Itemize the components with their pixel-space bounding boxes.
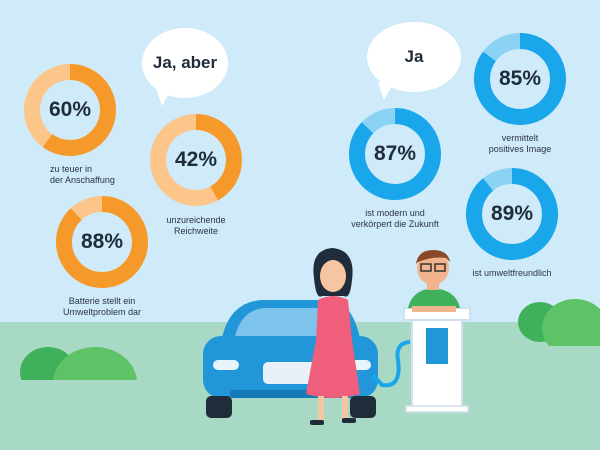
donut-chart: 85% — [472, 31, 568, 127]
speech-bubble-right: Ja — [367, 22, 461, 92]
station-base — [405, 405, 469, 413]
donut-caption: unzureichende Reichweite — [146, 215, 246, 237]
caption-line: ist umweltfreundlich — [472, 268, 552, 278]
caption-line: Umweltproblem dar — [62, 307, 142, 317]
donut-arc — [24, 64, 116, 156]
donut-ring — [56, 196, 148, 288]
man-character — [408, 250, 460, 312]
caption-line: ist modern und — [365, 208, 425, 218]
man-hair — [416, 250, 450, 264]
woman-leg-right — [342, 396, 348, 420]
donut-caption: ist umweltfreundlich — [457, 268, 567, 279]
woman-dress — [306, 296, 360, 398]
donut-chart: 89% — [464, 166, 560, 262]
caption-line: positives Image — [488, 144, 552, 154]
man-shirt — [408, 288, 460, 308]
caption-line: zu teuer in — [50, 164, 93, 174]
donut-caption: Batterie stellt ein Umweltproblem dar — [42, 296, 162, 318]
caption-line: verkörpert die Zukunft — [351, 219, 439, 229]
woman-shoe-left — [310, 420, 324, 425]
caption-line: Reichweite — [173, 226, 219, 236]
donut-ring — [474, 33, 566, 125]
donut-ring — [150, 114, 242, 206]
donut-value-label: 60% — [48, 98, 92, 121]
donut-arc — [56, 196, 148, 288]
bush-right-large — [542, 299, 600, 357]
donut-caption: vermittelt positives Image — [470, 133, 570, 155]
car-wheel-right — [350, 396, 376, 418]
speech-bubble-left: Ja, aber — [142, 28, 228, 98]
donut-value-label: 42% — [174, 148, 218, 171]
car-grille — [263, 362, 321, 384]
donut-arc — [466, 168, 558, 260]
speech-bubble-left-tail — [156, 88, 172, 106]
donut-value-label: 85% — [498, 67, 542, 90]
speech-bubble-right-tail — [378, 82, 394, 100]
man-arms — [412, 306, 456, 312]
caption-line: der Anschaffung — [50, 175, 115, 185]
caption-line: vermittelt — [501, 133, 539, 143]
donut-arc — [349, 108, 441, 200]
car-headlight-left — [213, 360, 239, 370]
man-glasses-left — [420, 263, 432, 272]
man-glasses-right — [434, 263, 446, 272]
donut-ring — [24, 64, 116, 156]
donut-ring — [349, 108, 441, 200]
donut-value-label: 89% — [490, 202, 534, 225]
woman-character — [306, 248, 360, 425]
donut-caption: zu teuer in der Anschaffung — [50, 164, 115, 186]
donut-value-label: 87% — [373, 142, 417, 165]
donut-chart: 87% — [347, 106, 443, 202]
caption-line: Batterie stellt ein — [68, 296, 136, 306]
donut-chart: 88% — [54, 194, 150, 290]
woman-shoe-right — [342, 418, 356, 423]
donut-arc — [150, 114, 242, 206]
bush-left-base — [0, 380, 150, 450]
donut-value-label: 88% — [80, 230, 124, 253]
donut-arc — [474, 33, 566, 125]
speech-bubble-right-text: Ja — [404, 47, 424, 66]
woman-face — [320, 260, 346, 292]
speech-bubble-left-text: Ja, aber — [152, 53, 218, 72]
charging-cable — [371, 340, 411, 388]
charging-station — [403, 307, 471, 413]
car-wheel-left — [206, 396, 232, 418]
donut-chart: 60% — [22, 62, 118, 158]
bush-right-base — [500, 346, 600, 366]
woman-leg-left — [318, 396, 324, 422]
donut-chart: 42% — [148, 112, 244, 208]
station-display — [426, 328, 448, 364]
donut-caption: ist modern und verkörpert die Zukunft — [335, 208, 455, 230]
caption-line: unzureichende — [166, 215, 226, 225]
donut-ring — [466, 168, 558, 260]
